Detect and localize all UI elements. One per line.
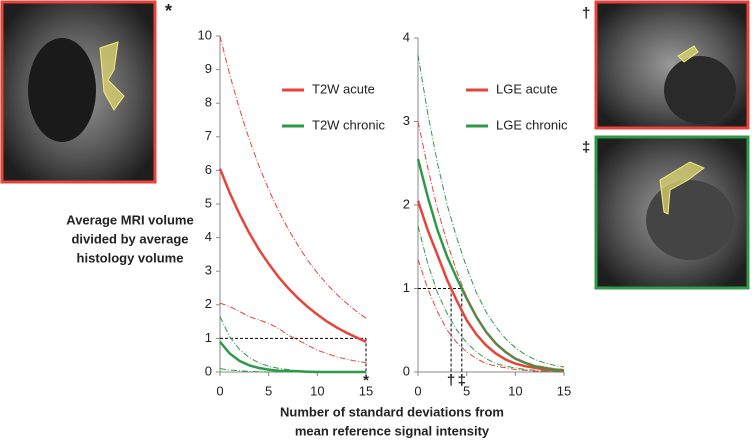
image-shape: [28, 38, 96, 142]
y-axis-label: histology volume: [77, 250, 184, 265]
interval-line: [417, 259, 564, 373]
y-tick-label: 3: [403, 113, 410, 128]
interval-line: [417, 121, 565, 370]
y-tick-label: 4: [403, 29, 410, 44]
x-tick-label: 15: [557, 383, 571, 398]
y-axis-label: Average MRI volume: [66, 212, 193, 227]
y-tick-label: 9: [205, 61, 212, 76]
image-marker: ‡: [582, 139, 590, 156]
y-tick-label: 7: [205, 128, 212, 143]
y-tick-label: 6: [205, 162, 212, 177]
x-tick-label: 15: [359, 383, 373, 398]
marker-label: †: [447, 372, 455, 389]
y-tick-label: 1: [205, 330, 212, 345]
series-line: [219, 341, 366, 374]
marker-label: ‡: [458, 372, 466, 389]
image-shape: [664, 56, 736, 124]
x-axis-label: mean reference signal intensity: [295, 423, 490, 438]
series-line: [416, 200, 565, 373]
y-tick-label: 10: [198, 27, 212, 42]
roi: [99, 41, 125, 111]
y-tick-label: 0: [403, 363, 410, 378]
y-tick-label: 3: [205, 263, 212, 278]
interval-line: [219, 302, 367, 364]
interval-line: [219, 368, 366, 373]
mri-image-2: [594, 0, 750, 130]
interval-line: [219, 35, 367, 319]
legend-label: LGE chronic: [496, 117, 568, 132]
y-tick-label: 2: [205, 296, 212, 311]
interval-line: [417, 225, 565, 373]
legend-label: T2W chronic: [312, 117, 385, 132]
interval-line: [219, 316, 366, 373]
interval-line: [417, 54, 565, 368]
x-tick-label: 5: [463, 383, 470, 398]
marker-label: *: [363, 372, 369, 389]
x-axis-label: Number of standard deviations from: [280, 404, 504, 419]
x-tick-label: 10: [508, 383, 522, 398]
y-tick-label: 4: [205, 229, 212, 244]
mri-image-3: [594, 135, 750, 290]
y-tick-label: 2: [403, 196, 410, 211]
image-shape: [646, 180, 734, 260]
legend-label: T2W acute: [312, 81, 375, 96]
x-tick-label: 5: [265, 383, 272, 398]
x-tick-label: 0: [216, 383, 223, 398]
roi: [677, 45, 699, 63]
image-marker: †: [582, 5, 590, 22]
mri-image-1: [0, 0, 157, 184]
y-tick-label: 0: [205, 363, 212, 378]
x-tick-label: 10: [310, 383, 324, 398]
y-tick-label: 8: [205, 95, 212, 110]
roi: [659, 161, 705, 215]
image-marker: *: [165, 1, 172, 21]
x-tick-label: 0: [414, 383, 421, 398]
legend-label: LGE acute: [496, 81, 557, 96]
y-tick-label: 1: [403, 280, 410, 295]
y-tick-label: 5: [205, 195, 212, 210]
y-axis-label: divided by average: [71, 231, 188, 246]
series-line: [218, 168, 367, 343]
series-line: [416, 158, 565, 372]
